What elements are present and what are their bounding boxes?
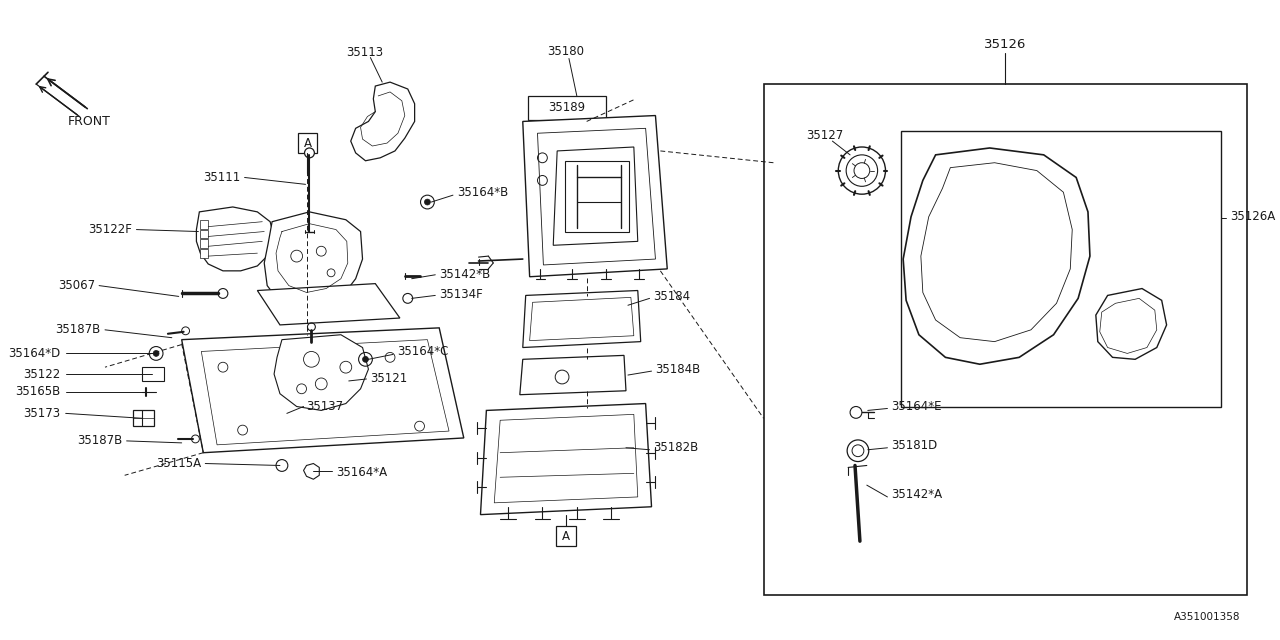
Text: 35113: 35113 xyxy=(346,46,383,59)
Text: 35164*D: 35164*D xyxy=(9,347,60,360)
Text: 35181D: 35181D xyxy=(891,439,938,452)
Text: 35184: 35184 xyxy=(654,290,691,303)
Polygon shape xyxy=(264,212,362,310)
Text: 35164*A: 35164*A xyxy=(335,466,387,479)
Text: 35187B: 35187B xyxy=(55,323,100,337)
Circle shape xyxy=(362,356,369,362)
Polygon shape xyxy=(522,116,667,276)
Bar xyxy=(298,133,317,153)
Circle shape xyxy=(305,148,315,158)
Text: 35126: 35126 xyxy=(984,38,1027,51)
Text: 35067: 35067 xyxy=(58,279,95,292)
Text: A: A xyxy=(303,136,311,150)
Text: 35187B: 35187B xyxy=(78,435,123,447)
Circle shape xyxy=(425,199,430,205)
Text: 35142*A: 35142*A xyxy=(891,488,942,502)
Bar xyxy=(764,84,1247,595)
Text: 35111: 35111 xyxy=(204,171,241,184)
Text: 35126A: 35126A xyxy=(1230,211,1276,223)
Circle shape xyxy=(854,163,869,179)
Polygon shape xyxy=(351,82,415,161)
Bar xyxy=(557,527,576,546)
Bar xyxy=(201,249,209,258)
Bar xyxy=(142,367,164,381)
Circle shape xyxy=(154,351,159,356)
Text: 35134F: 35134F xyxy=(439,288,483,301)
Text: 35122: 35122 xyxy=(23,367,60,381)
Text: A351001358: A351001358 xyxy=(1174,612,1240,622)
Text: 35164*E: 35164*E xyxy=(891,400,942,413)
Polygon shape xyxy=(196,207,274,271)
Text: 35115A: 35115A xyxy=(156,457,201,470)
Bar xyxy=(201,230,209,239)
Polygon shape xyxy=(522,291,641,348)
Text: FRONT: FRONT xyxy=(68,115,110,128)
Polygon shape xyxy=(520,355,626,395)
Text: 35189: 35189 xyxy=(548,101,585,114)
Text: 35180: 35180 xyxy=(548,45,585,58)
Text: 35127: 35127 xyxy=(806,129,844,141)
Text: 35137: 35137 xyxy=(306,400,343,413)
Bar xyxy=(201,220,209,228)
Text: 35165B: 35165B xyxy=(15,385,60,398)
Text: 35184B: 35184B xyxy=(655,363,700,376)
Bar xyxy=(201,239,209,248)
Polygon shape xyxy=(904,148,1091,364)
Polygon shape xyxy=(303,463,319,479)
Polygon shape xyxy=(182,328,463,452)
Polygon shape xyxy=(480,404,652,515)
Text: 35182B: 35182B xyxy=(654,442,699,454)
Polygon shape xyxy=(1096,289,1166,359)
Text: 35122F: 35122F xyxy=(88,223,133,236)
Text: 35164*C: 35164*C xyxy=(397,345,448,358)
Text: A: A xyxy=(562,530,570,543)
Text: 35173: 35173 xyxy=(23,407,60,420)
Text: 35142*B: 35142*B xyxy=(439,268,490,282)
Text: 35121: 35121 xyxy=(370,372,407,385)
Text: 35164*B: 35164*B xyxy=(457,186,508,198)
Polygon shape xyxy=(257,284,399,325)
Polygon shape xyxy=(274,335,369,410)
Bar xyxy=(564,161,628,232)
Bar xyxy=(901,131,1221,406)
Bar xyxy=(527,96,607,120)
Bar xyxy=(133,410,154,426)
